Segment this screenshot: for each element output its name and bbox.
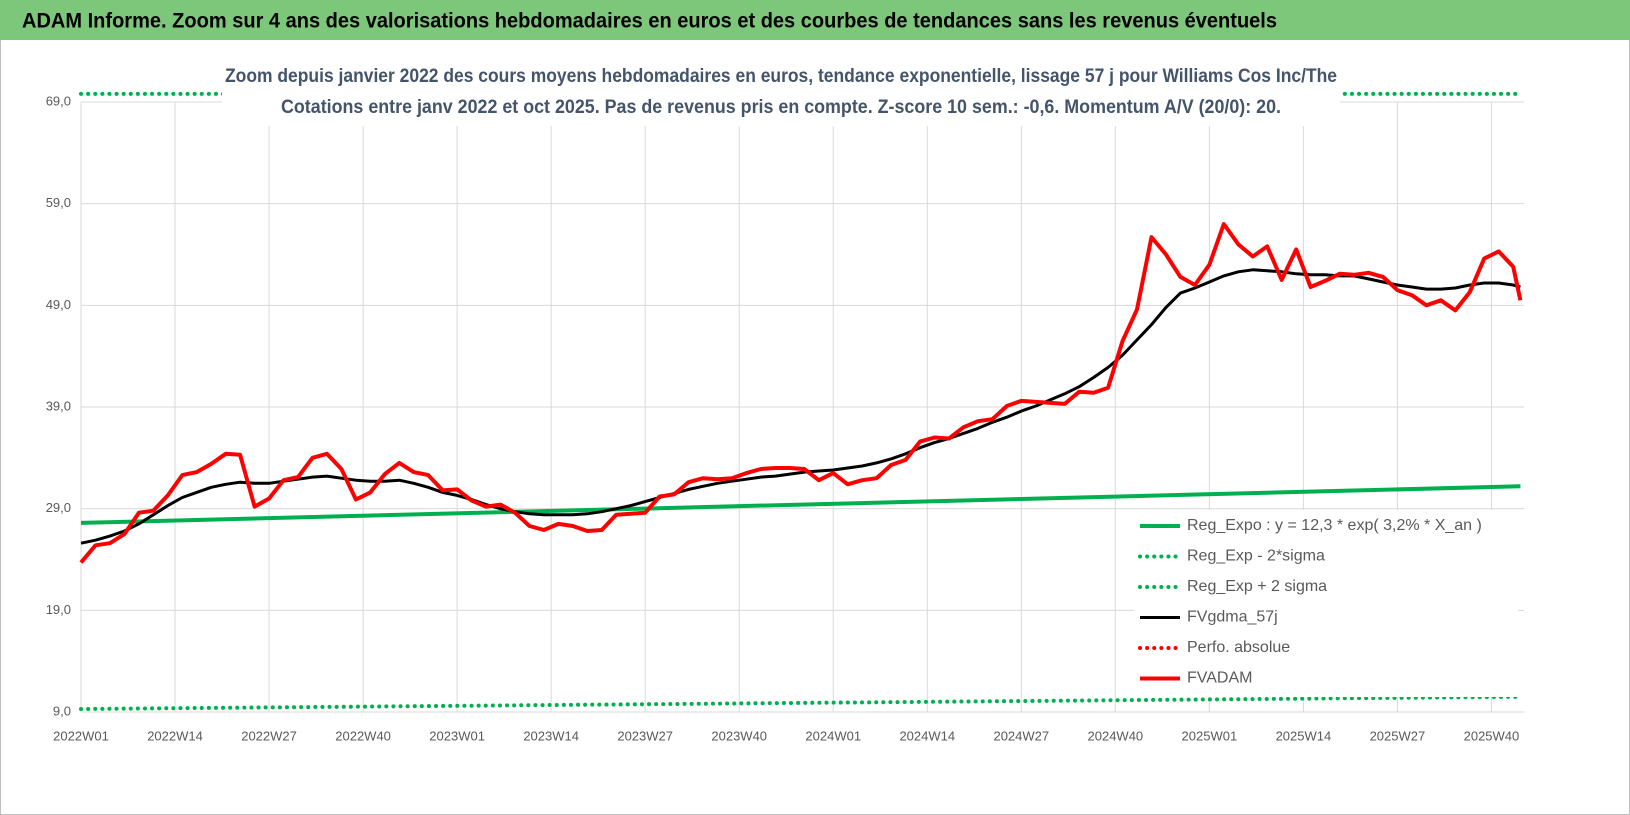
x-tick-label: 2025W01: [1182, 728, 1238, 743]
x-tick-label: 2023W01: [429, 728, 485, 743]
legend-background: [1134, 510, 1518, 697]
y-tick-label: 39,0: [46, 398, 71, 413]
legend-label: Reg_Expo : y = 12,3 * exp( 3,2% * X_an ): [1187, 517, 1482, 534]
chart-subtitle: Cotations entre janv 2022 et oct 2025. P…: [281, 97, 1281, 118]
y-tick-label: 49,0: [46, 297, 71, 312]
legend-label: FVADAM: [1187, 670, 1252, 687]
y-tick-label: 69,0: [46, 93, 71, 108]
x-tick-label: 2022W40: [335, 728, 391, 743]
x-tick-label: 2023W14: [523, 728, 579, 743]
chart-title: Zoom depuis janvier 2022 des cours moyen…: [225, 66, 1337, 87]
x-tick-label: 2023W40: [711, 728, 767, 743]
x-tick-label: 2022W01: [53, 728, 109, 743]
series-line: [80, 484, 1521, 525]
legend-label: FVgdma_57j: [1187, 609, 1278, 626]
legend: Reg_Expo : y = 12,3 * exp( 3,2% * X_an )…: [1134, 510, 1518, 697]
y-tick-label: 9,0: [53, 703, 71, 718]
legend-label: Perfo. absolue: [1187, 639, 1290, 656]
x-tick-label: 2024W40: [1088, 728, 1144, 743]
series-line: [79, 694, 1523, 711]
x-tick-label: 2024W01: [805, 728, 861, 743]
y-tick-label: 19,0: [46, 602, 71, 617]
y-tick-label: 29,0: [46, 500, 71, 515]
x-tick-label: 2025W14: [1276, 728, 1332, 743]
x-tick-label: 2022W14: [147, 728, 203, 743]
header-title: ADAM Informe. Zoom sur 4 ans des valoris…: [22, 10, 1277, 33]
grid: 9,0 19,0 29,0 39,0 49,0 59,0 69,0 2022W01 2022W1…: [46, 93, 1524, 743]
legend-label: Reg_Exp + 2 sigma: [1187, 578, 1327, 595]
x-tick-label: 2023W27: [617, 728, 673, 743]
x-tick-label: 2022W27: [241, 728, 297, 743]
title-box: [222, 58, 1340, 126]
x-tick-label: 2025W40: [1464, 728, 1520, 743]
x-tick-label: 2024W27: [993, 728, 1049, 743]
legend-label: Reg_Exp - 2*sigma: [1187, 548, 1325, 565]
x-tick-label: 2024W14: [899, 728, 955, 743]
y-tick-label: 59,0: [46, 195, 71, 210]
series-line: [79, 222, 1523, 564]
header-bar: [0, 0, 1630, 40]
plot: [79, 91, 1523, 711]
x-tick-label: 2025W27: [1370, 728, 1426, 743]
